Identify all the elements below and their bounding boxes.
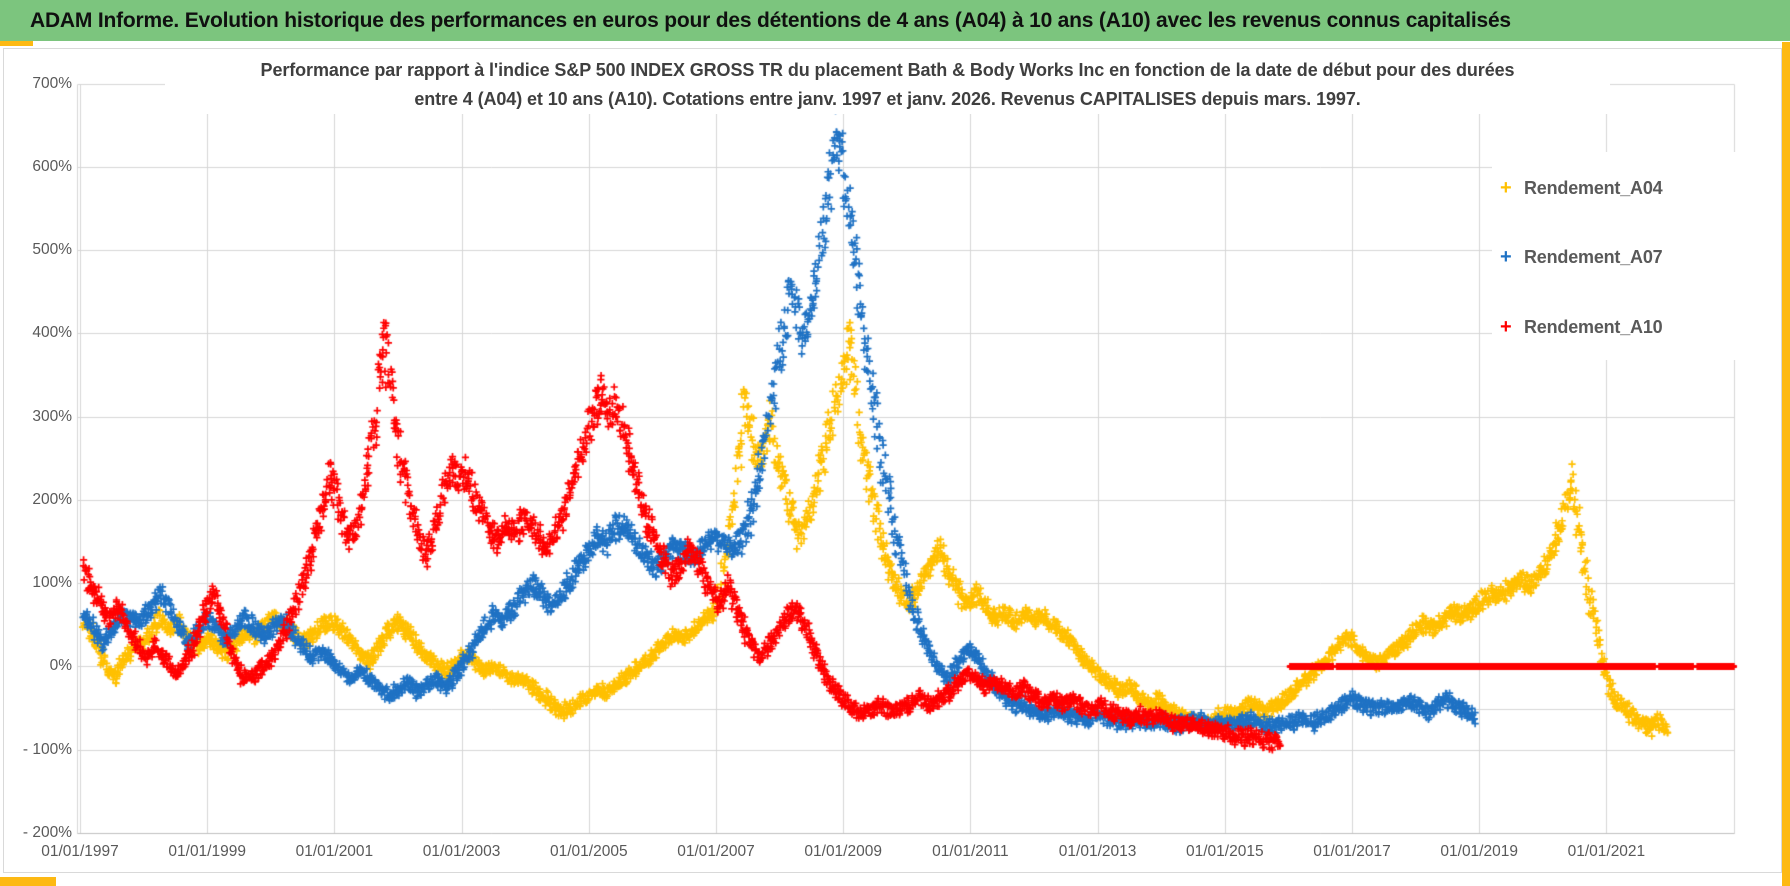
y-tick-label: 200% bbox=[32, 490, 72, 508]
y-tick-label: 100% bbox=[32, 574, 72, 592]
legend-label: Rendement_A10 bbox=[1524, 316, 1663, 337]
x-tick-label: 01/01/2017 bbox=[1313, 843, 1391, 860]
y-tick-label: - 200% bbox=[22, 824, 72, 841]
y-tick-label: 300% bbox=[32, 407, 72, 425]
y-tick-label: 0% bbox=[49, 657, 72, 675]
y-tick-label: 400% bbox=[32, 324, 72, 342]
x-tick-label: 01/01/2011 bbox=[932, 843, 1009, 860]
x-tick-label: 01/01/2013 bbox=[1058, 843, 1137, 860]
x-tick-label: 01/01/2021 bbox=[1567, 843, 1646, 860]
x-tick-label: 01/01/2003 bbox=[422, 843, 501, 860]
y-tick-label: 600% bbox=[32, 157, 72, 175]
x-tick-label: 01/01/2019 bbox=[1440, 843, 1518, 860]
legend-item-rendement_a04[interactable]: + Rendement_A04 bbox=[1500, 174, 1663, 202]
legend-label: Rendement_A04 bbox=[1524, 177, 1663, 198]
legend-plus-marker-icon: + bbox=[1500, 246, 1512, 268]
x-tick-label: 01/01/1997 bbox=[41, 843, 119, 860]
legend-plus-marker-icon: + bbox=[1500, 316, 1512, 338]
x-tick-label: 01/01/2005 bbox=[550, 843, 628, 860]
chart-title-line1: Performance par rapport à l'indice S&P 5… bbox=[260, 60, 1515, 80]
chart-legend: + Rendement_A04 + Rendement_A07 + Rendement_A… bbox=[1492, 152, 1750, 360]
x-tick-label: 01/01/2009 bbox=[804, 843, 882, 860]
gold-accent-left bbox=[0, 41, 33, 46]
report-title: ADAM Informe. Evolution historique des p… bbox=[30, 8, 1511, 32]
y-tick-label: 700% bbox=[32, 74, 72, 92]
gold-accent-right bbox=[1782, 42, 1790, 886]
x-tick-label: 01/01/2001 bbox=[295, 843, 374, 860]
y-tick-label: 500% bbox=[32, 241, 72, 259]
report-header: ADAM Informe. Evolution historique des p… bbox=[0, 0, 1790, 41]
legend-label: Rendement_A07 bbox=[1524, 246, 1663, 267]
x-tick-label: 01/01/2007 bbox=[677, 843, 755, 860]
y-tick-label: - 100% bbox=[22, 740, 72, 758]
x-tick-label: 01/01/1999 bbox=[168, 843, 246, 860]
chart-title: Performance par rapport à l'indice S&P 5… bbox=[165, 56, 1610, 114]
legend-item-rendement_a10[interactable]: + Rendement_A10 bbox=[1500, 313, 1663, 341]
gold-accent-bottom bbox=[0, 877, 56, 886]
x-tick-label: 01/01/2015 bbox=[1186, 843, 1264, 860]
chart-title-line2: entre 4 (A04) et 10 ans (A10). Cotations… bbox=[414, 89, 1361, 109]
legend-item-rendement_a07[interactable]: + Rendement_A07 bbox=[1500, 243, 1663, 271]
legend-plus-marker-icon: + bbox=[1500, 177, 1512, 199]
